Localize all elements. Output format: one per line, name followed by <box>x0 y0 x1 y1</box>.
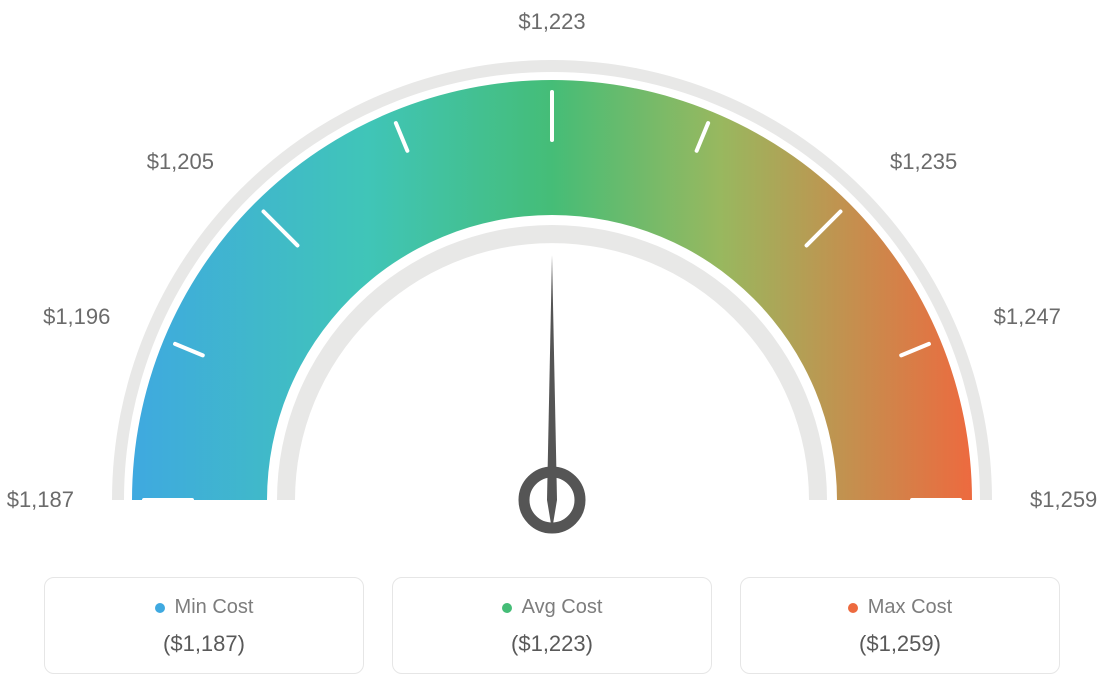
gauge-svg: $1,187 $1,196 $1,205 $1,223 $1,235 $1,247 $1,2… <box>0 0 1104 540</box>
svg-text:$1,259: $1,259 <box>1030 487 1097 512</box>
legend-head-min: Min Cost <box>45 596 363 619</box>
legend-dot-avg <box>502 603 512 613</box>
legend-card-min: Min Cost ($1,187) <box>44 577 364 674</box>
legend-dot-min <box>155 603 165 613</box>
svg-text:$1,187: $1,187 <box>7 487 74 512</box>
svg-text:$1,223: $1,223 <box>518 9 585 34</box>
legend-card-max: Max Cost ($1,259) <box>740 577 1060 674</box>
legend-label-max: Max Cost <box>868 596 952 619</box>
svg-text:$1,247: $1,247 <box>994 304 1061 329</box>
legend-dot-max <box>848 603 858 613</box>
legend-head-avg: Avg Cost <box>393 596 711 619</box>
legend-value-avg: ($1,223) <box>393 631 711 657</box>
legend-label-avg: Avg Cost <box>522 596 603 619</box>
gauge-chart-container: $1,187 $1,196 $1,205 $1,223 $1,235 $1,247 $1,2… <box>0 0 1104 690</box>
svg-text:$1,196: $1,196 <box>43 304 110 329</box>
legend-value-max: ($1,259) <box>741 631 1059 657</box>
legend-label-min: Min Cost <box>175 596 254 619</box>
legend-card-avg: Avg Cost ($1,223) <box>392 577 712 674</box>
legend-value-min: ($1,187) <box>45 631 363 657</box>
svg-text:$1,205: $1,205 <box>147 149 214 174</box>
legend-head-max: Max Cost <box>741 596 1059 619</box>
svg-text:$1,235: $1,235 <box>890 149 957 174</box>
gauge-area: $1,187 $1,196 $1,205 $1,223 $1,235 $1,247 $1,2… <box>0 0 1104 540</box>
legend-row: Min Cost ($1,187) Avg Cost ($1,223) Max … <box>0 577 1104 674</box>
